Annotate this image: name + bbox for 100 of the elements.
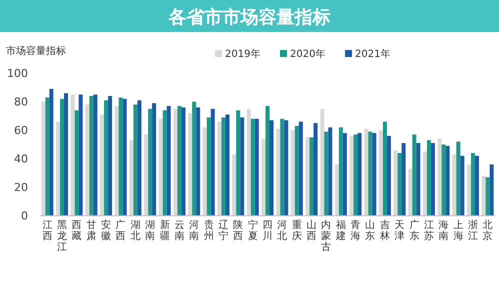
x-tick-label: 西藏 [72,220,82,242]
bar [320,108,324,216]
bar [354,134,358,216]
bar [210,108,215,216]
x-tick-label: 陕西 [233,219,244,242]
bar [41,102,46,216]
x-tick-label: 江西 [42,219,52,242]
bar [206,117,211,216]
bar [364,128,368,216]
bar [422,152,427,216]
bar [372,133,376,216]
x-tick-label: 天津 [394,220,405,242]
bar [133,104,138,216]
bar [232,154,236,216]
bar [382,122,387,216]
bar [474,156,479,216]
x-tick-label: 山东 [365,219,376,242]
bar [276,128,280,216]
y-axis-title: 市场容量指标 [6,45,66,57]
legend-label: 2019年 [225,48,260,60]
bar [442,144,446,216]
bar [108,96,112,216]
y-tick-label: 60 [14,124,28,138]
bar [104,100,108,216]
legend-label: 2020年 [290,48,326,60]
bar [166,106,171,216]
bar [456,142,460,216]
bar [202,127,207,216]
bar [294,126,299,216]
bar [192,102,196,216]
x-tick-label: 江苏 [424,219,434,242]
x-tick-label: 山西 [306,219,317,242]
x-tick-label: 重庆 [292,219,302,242]
bar [254,118,259,216]
y-tick-label: 80 [14,96,28,109]
x-tick-label: 福建 [334,219,346,242]
chart-title: 各省市市场容量指标 [168,7,330,28]
bar [280,118,284,216]
bar [460,156,464,216]
x-tick-label: 甘肃 [86,219,96,242]
bar [70,94,75,216]
x-tick-label: 广东 [409,219,420,242]
x-tick-label: 北京 [482,219,493,242]
bar [412,134,416,216]
x-tick-label: 辽宁 [218,219,228,242]
y-tick-label: 20 [14,181,28,194]
bar [196,107,200,216]
bar [217,122,222,216]
x-tick-label: 河南 [189,219,200,242]
bar [402,143,406,216]
bar [152,103,156,216]
x-tick-label: 贵州 [204,219,214,242]
bar [148,108,152,216]
bar [64,93,68,216]
x-tick-label: 云南 [174,220,184,242]
bar [49,88,54,216]
bar [177,106,182,216]
bar [328,127,332,216]
bar [438,138,442,216]
x-tick-label: 湖北 [130,219,140,242]
bar [89,96,94,216]
x-tick-label: 宁夏 [248,219,258,242]
bar [452,154,456,216]
bar [158,118,163,216]
x-tick-label: 海南 [438,219,449,242]
bar [78,94,83,216]
bar [324,132,328,216]
x-tick-label: 新疆 [160,219,170,242]
bar [137,100,142,216]
bar [173,108,178,216]
bar [270,120,274,216]
bar [85,104,90,216]
x-tick-label: 内蒙古 [321,219,332,253]
bar [250,118,255,216]
x-tick-label: 浙江 [468,219,478,242]
bar [262,138,266,216]
bar [430,143,435,216]
bar [408,168,412,216]
x-tick-label: 河北 [277,219,288,242]
x-tick-label: 安徽 [101,219,112,242]
bar [358,133,362,216]
bar [446,146,450,216]
bar [45,97,50,216]
bar [310,137,314,216]
bar [416,143,420,216]
y-tick-label: 40 [14,152,28,166]
x-tick-label: 广西 [116,219,126,242]
bar [334,164,339,216]
bar [486,177,490,216]
bar [368,132,372,216]
bar [398,153,402,216]
bar [240,117,244,216]
legend-label: 2021年 [355,48,390,60]
x-tick-label: 湖南 [145,219,156,242]
x-tick-label: 青海 [350,219,361,242]
bar [236,110,240,216]
bar [118,97,123,216]
bar [100,114,104,216]
bar [129,140,134,216]
bar [181,107,186,216]
